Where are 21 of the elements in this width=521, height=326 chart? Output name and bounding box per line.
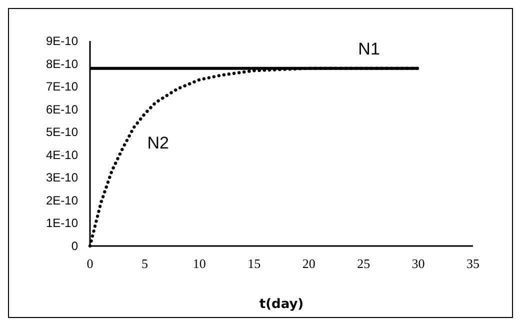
- y-tick-label: 1E-10: [46, 216, 78, 230]
- series-label: N1: [358, 39, 380, 58]
- y-tick-label: 4E-10: [46, 148, 78, 162]
- x-tick-label: 15: [248, 256, 261, 271]
- x-tick-label: 20: [302, 256, 316, 271]
- y-tick-label: 0: [71, 239, 78, 253]
- series-label: N2: [147, 134, 169, 153]
- y-tick-label: 6E-10: [46, 102, 78, 116]
- y-tick-label: 7E-10: [46, 80, 78, 94]
- y-tick-label: 5E-10: [46, 125, 78, 140]
- x-tick-label: 35: [466, 256, 480, 271]
- y-tick-label: 2E-10: [46, 193, 78, 208]
- x-tick-label: 5: [141, 256, 148, 271]
- x-tick-label: 25: [357, 256, 370, 271]
- x-tick-label: 10: [192, 256, 206, 271]
- y-tick-label: 9E-10: [46, 34, 78, 48]
- y-tick-label: 3E-10: [46, 170, 78, 185]
- x-axis-title: t(day): [259, 297, 304, 312]
- y-tick-label: 8E-10: [46, 56, 78, 71]
- x-tick-label: 0: [86, 256, 94, 271]
- x-tick-label: 30: [412, 256, 425, 271]
